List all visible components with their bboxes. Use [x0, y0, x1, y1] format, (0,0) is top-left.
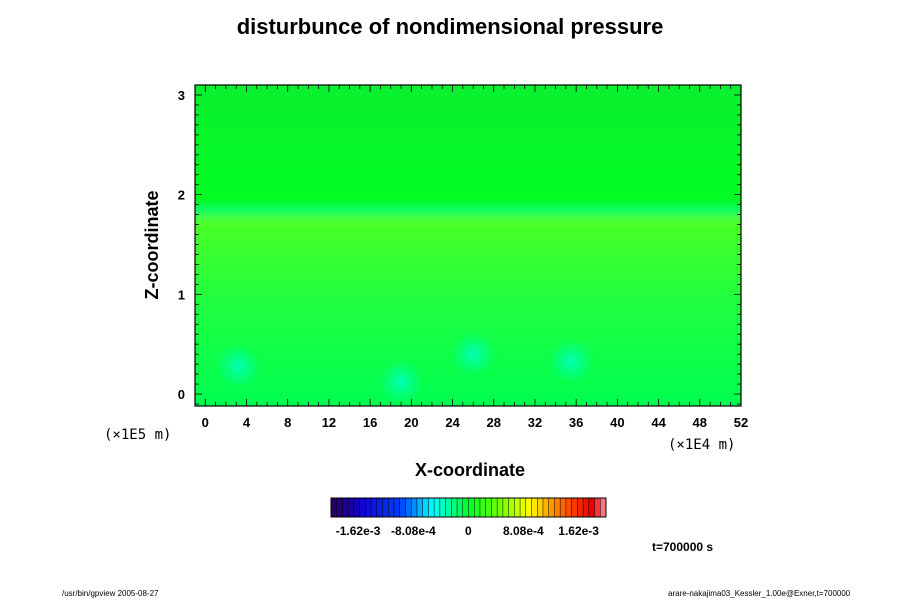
colorbar-cell: [520, 498, 527, 517]
colorbar-cell: [336, 498, 343, 517]
x-tick-label: 48: [693, 415, 707, 430]
x-tick-label: 4: [243, 415, 251, 430]
footer-left: /usr/bin/gpview 2005-08-27: [62, 589, 159, 598]
colorbar-cell: [560, 498, 567, 517]
colorbar-cell: [479, 498, 486, 517]
colorbar-cell: [462, 498, 469, 517]
colorbar-cell: [565, 498, 572, 517]
colorbar-cell: [371, 498, 378, 517]
time-label: t=700000 s: [652, 540, 714, 554]
colorbar-cell: [445, 498, 452, 517]
colorbar-cell: [411, 498, 418, 517]
colorbar-cell: [388, 498, 395, 517]
x-tick-label: 44: [651, 415, 666, 430]
x-scale-note: (×1E4 m): [668, 437, 735, 453]
field-blob: [545, 335, 598, 388]
field-upper-region: [195, 85, 741, 212]
colorbar-cell: [554, 498, 561, 517]
field-blob: [375, 356, 428, 409]
colorbar-cell: [394, 498, 401, 517]
y-axis-label: Z-coordinate: [142, 190, 162, 299]
colorbar-cell: [382, 498, 389, 517]
colorbar-cell: [594, 498, 601, 517]
colorbar-cell: [588, 498, 595, 517]
colorbar-cell: [376, 498, 383, 517]
x-tick-label: 28: [487, 415, 501, 430]
x-tick-label: 20: [404, 415, 418, 430]
colorbar-cell: [497, 498, 504, 517]
x-tick-label: 32: [528, 415, 542, 430]
colorbar-cell: [583, 498, 590, 517]
field-blob: [212, 340, 265, 393]
colorbar-frame: [330, 497, 607, 518]
colorbar-tick-label: 0: [465, 524, 472, 538]
y-tick-label: 1: [178, 287, 185, 302]
colorbar-cell: [365, 498, 372, 517]
colorbar-cell: [548, 498, 555, 517]
colorbar-cell: [457, 498, 464, 517]
colorbar-tick-label: -1.62e-3: [335, 524, 381, 538]
colorbar-cell: [542, 498, 550, 517]
colorbar-cell: [353, 498, 360, 517]
y-tick-label: 2: [178, 188, 185, 203]
heatmap-field: [195, 85, 741, 409]
field-blob: [447, 328, 500, 381]
colorbar-tick-label: 8.08e-4: [503, 524, 544, 538]
chart-title: disturbunce of nondimensional pressure: [236, 14, 664, 39]
x-axis-label: X-coordinate: [414, 460, 525, 480]
x-tick-label: 24: [445, 415, 460, 430]
colorbar-cell: [491, 498, 498, 517]
colorbar-cell: [428, 498, 435, 517]
colorbar: [330, 497, 607, 518]
colorbar-cell: [359, 498, 366, 517]
colorbar-cell: [422, 498, 429, 517]
colorbar-cell: [508, 498, 515, 517]
x-tick-label: 40: [610, 415, 624, 430]
colorbar-cell: [434, 498, 441, 517]
colorbar-cell: [342, 498, 349, 517]
colorbar-cell: [399, 498, 406, 517]
footer-right: arare-nakajima03_Kessler_1.00e@Exner,t=7…: [668, 589, 851, 598]
colorbar-cell: [531, 498, 538, 517]
x-tick-label: 8: [284, 415, 291, 430]
x-tick-label: 0: [202, 415, 209, 430]
colorbar-cell: [525, 498, 532, 517]
colorbar-cell: [514, 498, 521, 517]
colorbar-tick-label: 1.62e-3: [558, 524, 599, 538]
colorbar-cell: [485, 498, 492, 517]
colorbar-tick-label: -8.08e-4: [391, 524, 436, 538]
colorbar-cell: [468, 498, 475, 517]
colorbar-cell: [416, 498, 423, 517]
x-tick-label: 16: [363, 415, 377, 430]
colorbar-cell: [537, 498, 544, 517]
x-tick-label: 36: [569, 415, 583, 430]
colorbar-cell: [474, 498, 481, 517]
colorbar-cell: [502, 498, 509, 517]
colorbar-cell: [577, 498, 584, 517]
y-tick-label: 3: [178, 88, 185, 103]
colorbar-cell: [405, 498, 412, 517]
plot-frame: [194, 84, 742, 407]
colorbar-cell: [451, 498, 458, 517]
x-tick-label: 12: [322, 415, 336, 430]
field-band: [195, 197, 741, 228]
y-tick-label: 0: [178, 387, 185, 402]
y-scale-note: (×1E5 m): [104, 427, 171, 443]
colorbar-cell: [439, 498, 446, 517]
x-tick-label: 52: [734, 415, 748, 430]
colorbar-cell: [331, 498, 338, 517]
colorbar-cell: [600, 498, 607, 517]
colorbar-cell: [348, 498, 355, 517]
colorbar-cell: [571, 498, 578, 517]
